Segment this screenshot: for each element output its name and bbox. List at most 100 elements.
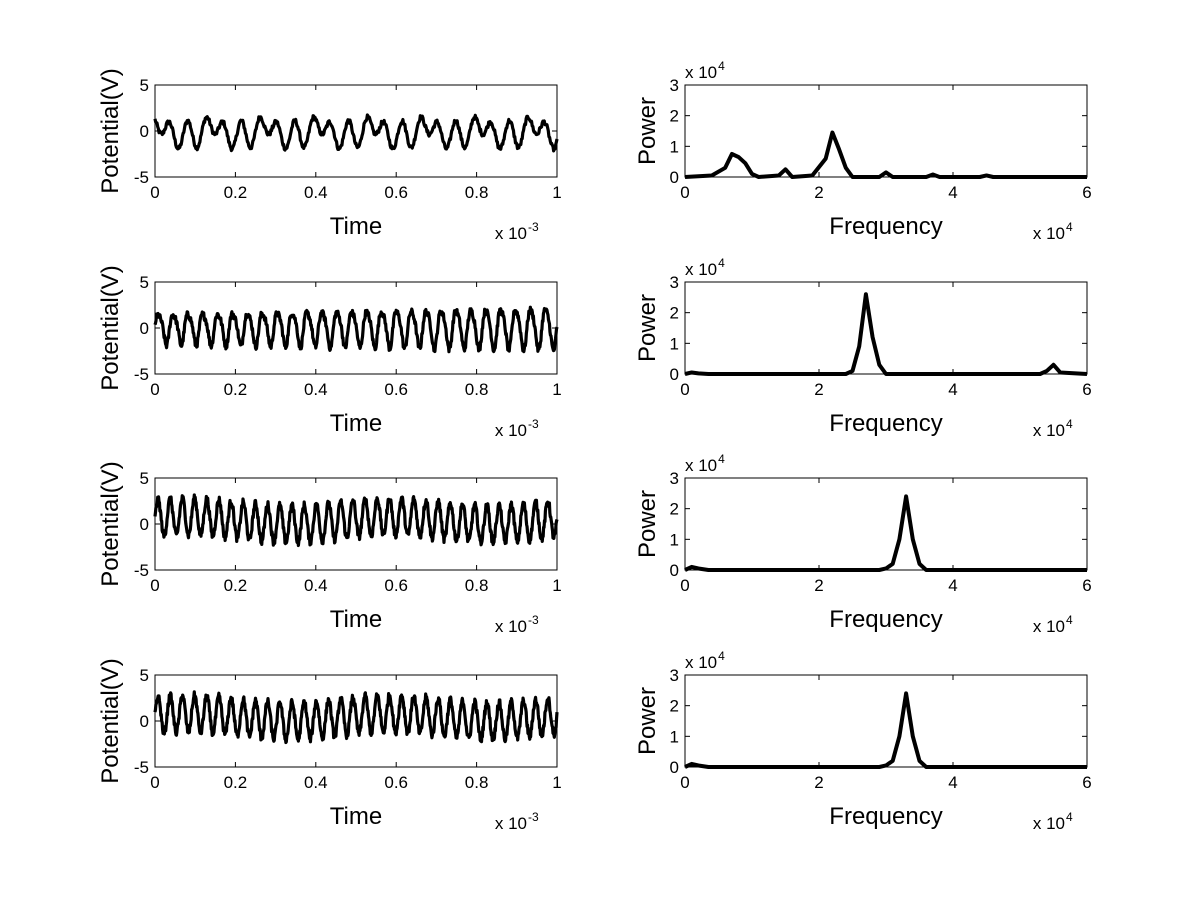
x-axis-label: Frequency [829, 410, 942, 437]
x-axis-label: Time [330, 410, 382, 437]
x-multiplier: x 10 [495, 617, 527, 636]
x-axis-label: Frequency [829, 803, 942, 830]
x-tick-label: 2 [814, 183, 823, 202]
x-multiplier-exponent: 4 [1066, 810, 1073, 824]
x-multiplier-exponent: 4 [1066, 613, 1073, 627]
y-axis-label: Potential(V) [97, 265, 124, 390]
x-tick-label: 2 [814, 380, 823, 399]
x-tick-label: 1 [552, 183, 561, 202]
x-tick-label: 0.2 [224, 183, 248, 202]
x-tick-label: 0.8 [465, 773, 489, 792]
y-multiplier-exponent: 4 [718, 59, 725, 73]
x-tick-label: 0.4 [304, 380, 328, 399]
x-multiplier-exponent: 4 [1066, 417, 1073, 431]
x-tick-label: 0.8 [465, 576, 489, 595]
x-multiplier-exponent: 4 [1066, 220, 1073, 234]
y-tick-label: 1 [670, 137, 679, 156]
y-tick-label: -5 [134, 168, 149, 187]
y-axis-label: Power [634, 687, 661, 755]
x-tick-label: 6 [1082, 183, 1091, 202]
y-tick-label: 0 [670, 758, 679, 777]
series-line [153, 690, 559, 745]
x-tick-label: 0 [150, 183, 159, 202]
x-tick-label: 0.2 [224, 773, 248, 792]
x-tick-label: 0.6 [384, 773, 408, 792]
y-multiplier-exponent: 4 [718, 452, 725, 466]
x-axis-label: Frequency [829, 606, 942, 633]
axes-box [684, 281, 1088, 375]
y-axis-label: Power [634, 490, 661, 558]
series-line [153, 305, 559, 354]
x-tick-label: 0.6 [384, 380, 408, 399]
x-tick-label: 6 [1082, 576, 1091, 595]
x-tick-label: 2 [814, 576, 823, 595]
y-tick-label: 1 [670, 334, 679, 353]
y-tick-label: 3 [670, 76, 679, 95]
x-multiplier-exponent: -3 [528, 417, 539, 431]
y-multiplier-exponent: 4 [718, 649, 725, 663]
y-tick-label: -5 [134, 758, 149, 777]
x-tick-label: 0.2 [224, 576, 248, 595]
y-tick-label: 0 [670, 561, 679, 580]
y-multiplier-exponent: 4 [718, 256, 725, 270]
x-tick-label: 1 [552, 576, 561, 595]
y-tick-label: 5 [140, 273, 149, 292]
x-tick-label: 4 [948, 773, 957, 792]
y-tick-label: 3 [670, 273, 679, 292]
y-multiplier: x 10 [685, 63, 717, 82]
series-line [684, 292, 1088, 376]
y-tick-label: 1 [670, 727, 679, 746]
x-tick-label: 1 [552, 380, 561, 399]
y-axis-label: Power [634, 294, 661, 362]
x-tick-label: 0 [150, 576, 159, 595]
y-tick-label: 3 [670, 469, 679, 488]
y-tick-label: 5 [140, 469, 149, 488]
y-axis-label: Potential(V) [97, 68, 124, 193]
x-axis-label: Frequency [829, 213, 942, 240]
y-tick-label: 0 [670, 168, 679, 187]
x-multiplier: x 10 [495, 421, 527, 440]
x-axis-label: Time [330, 606, 382, 633]
axes-box [154, 84, 558, 178]
y-tick-label: 0 [140, 319, 149, 338]
x-tick-label: 4 [948, 576, 957, 595]
x-axis-label: Time [330, 213, 382, 240]
axes-box [684, 84, 1088, 178]
x-tick-label: 0 [150, 380, 159, 399]
y-multiplier: x 10 [685, 260, 717, 279]
y-tick-label: 1 [670, 530, 679, 549]
x-multiplier-exponent: -3 [528, 613, 539, 627]
y-tick-label: 0 [140, 712, 149, 731]
series-line [153, 493, 559, 548]
x-multiplier: x 10 [495, 814, 527, 833]
x-tick-label: 0.6 [384, 183, 408, 202]
x-tick-label: 0 [150, 773, 159, 792]
series-line [153, 113, 559, 153]
y-axis-label: Power [634, 97, 661, 165]
y-tick-label: 2 [670, 697, 679, 716]
x-tick-label: 6 [1082, 773, 1091, 792]
x-tick-label: 4 [948, 183, 957, 202]
x-tick-label: 0.4 [304, 576, 328, 595]
y-tick-label: 0 [140, 122, 149, 141]
y-tick-label: 2 [670, 500, 679, 519]
x-tick-label: 0.2 [224, 380, 248, 399]
y-tick-label: 2 [670, 107, 679, 126]
y-multiplier: x 10 [685, 456, 717, 475]
x-tick-label: 0.4 [304, 183, 328, 202]
y-tick-label: 0 [140, 515, 149, 534]
y-tick-label: 5 [140, 666, 149, 685]
x-multiplier: x 10 [1033, 617, 1065, 636]
y-tick-label: 2 [670, 304, 679, 323]
x-multiplier: x 10 [1033, 421, 1065, 440]
series-line [684, 494, 1087, 572]
x-tick-label: 6 [1082, 380, 1091, 399]
y-axis-label: Potential(V) [97, 658, 124, 783]
